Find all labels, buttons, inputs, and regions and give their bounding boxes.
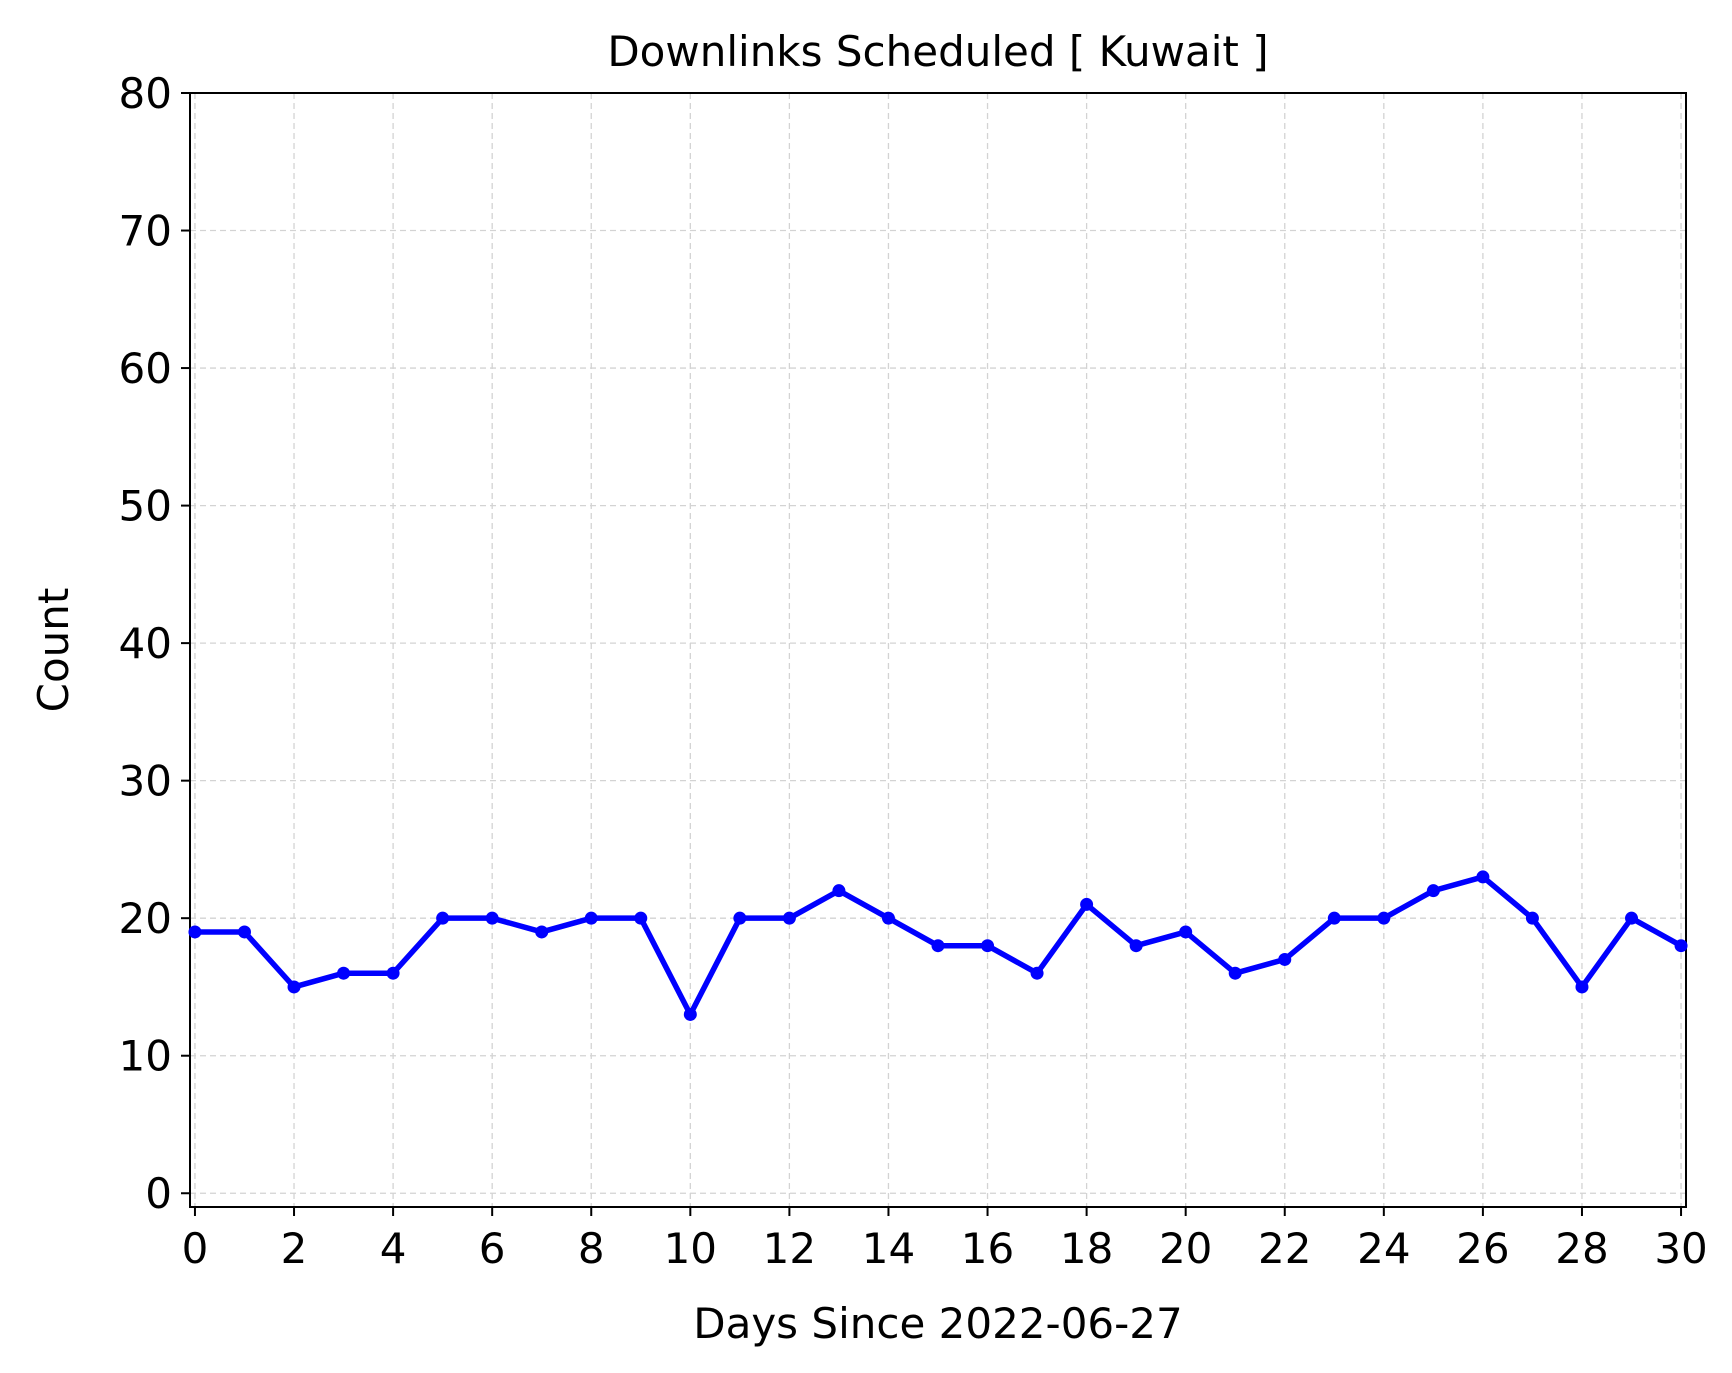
x-tick-label: 16	[961, 1224, 1014, 1273]
y-axis-label: Count	[29, 588, 78, 713]
data-point	[337, 966, 351, 980]
x-tick-label: 12	[763, 1224, 816, 1273]
series-layer	[188, 870, 1688, 1021]
x-axis-label: Days Since 2022-06-27	[693, 1299, 1182, 1348]
data-point	[436, 911, 450, 925]
data-point	[1476, 870, 1490, 884]
x-tick-label: 8	[578, 1224, 605, 1273]
data-point	[287, 980, 301, 994]
x-axis-ticks: 0 2 4 6 8 10 12 14 16 18 20 22 24 26 28 30	[182, 1207, 1708, 1273]
y-tick-label: 80	[119, 69, 172, 118]
chart-title: Downlinks Scheduled [ Kuwait ]	[607, 27, 1268, 76]
x-tick-label: 6	[479, 1224, 506, 1273]
y-tick-label: 20	[119, 894, 172, 943]
x-tick-label: 10	[664, 1224, 717, 1273]
data-point	[733, 911, 747, 925]
data-point	[584, 911, 598, 925]
data-point	[1228, 966, 1242, 980]
y-tick-label: 60	[119, 344, 172, 393]
x-tick-label: 20	[1159, 1224, 1212, 1273]
x-tick-label: 24	[1357, 1224, 1410, 1273]
data-point	[1525, 911, 1539, 925]
data-point	[1327, 911, 1341, 925]
y-tick-label: 70	[119, 207, 172, 256]
data-point	[931, 939, 945, 953]
data-point	[634, 911, 648, 925]
data-point	[782, 911, 796, 925]
x-tick-label: 0	[182, 1224, 209, 1273]
x-tick-label: 2	[281, 1224, 308, 1273]
y-tick-label: 0	[145, 1169, 172, 1218]
data-point	[1179, 925, 1193, 939]
data-point	[1377, 911, 1391, 925]
data-point	[1625, 911, 1639, 925]
x-tick-label: 26	[1456, 1224, 1509, 1273]
y-tick-label: 30	[119, 757, 172, 806]
data-point	[237, 925, 251, 939]
x-tick-label: 4	[380, 1224, 407, 1273]
x-tick-label: 28	[1555, 1224, 1608, 1273]
x-tick-label: 22	[1258, 1224, 1311, 1273]
y-tick-label: 40	[119, 619, 172, 668]
y-tick-label: 10	[119, 1032, 172, 1081]
data-point	[832, 884, 846, 898]
data-point	[1030, 966, 1044, 980]
x-tick-label: 14	[862, 1224, 915, 1273]
data-point	[881, 911, 895, 925]
data-point	[981, 939, 995, 953]
y-axis-ticks: 0 10 20 30 40 50 60 70 80	[119, 69, 190, 1218]
data-point	[386, 966, 400, 980]
x-tick-label: 30	[1654, 1224, 1707, 1273]
data-point	[535, 925, 549, 939]
data-point	[1278, 952, 1292, 966]
x-tick-label: 18	[1060, 1224, 1113, 1273]
plot-area-frame	[189, 92, 1687, 1208]
data-point	[683, 1007, 697, 1021]
data-point	[188, 925, 202, 939]
data-point	[1674, 939, 1688, 953]
data-point	[1426, 884, 1440, 898]
grid	[190, 92, 1686, 1207]
y-tick-label: 50	[119, 482, 172, 531]
data-point	[485, 911, 499, 925]
data-point	[1129, 939, 1143, 953]
data-point	[1080, 897, 1094, 911]
data-point	[1575, 980, 1589, 994]
